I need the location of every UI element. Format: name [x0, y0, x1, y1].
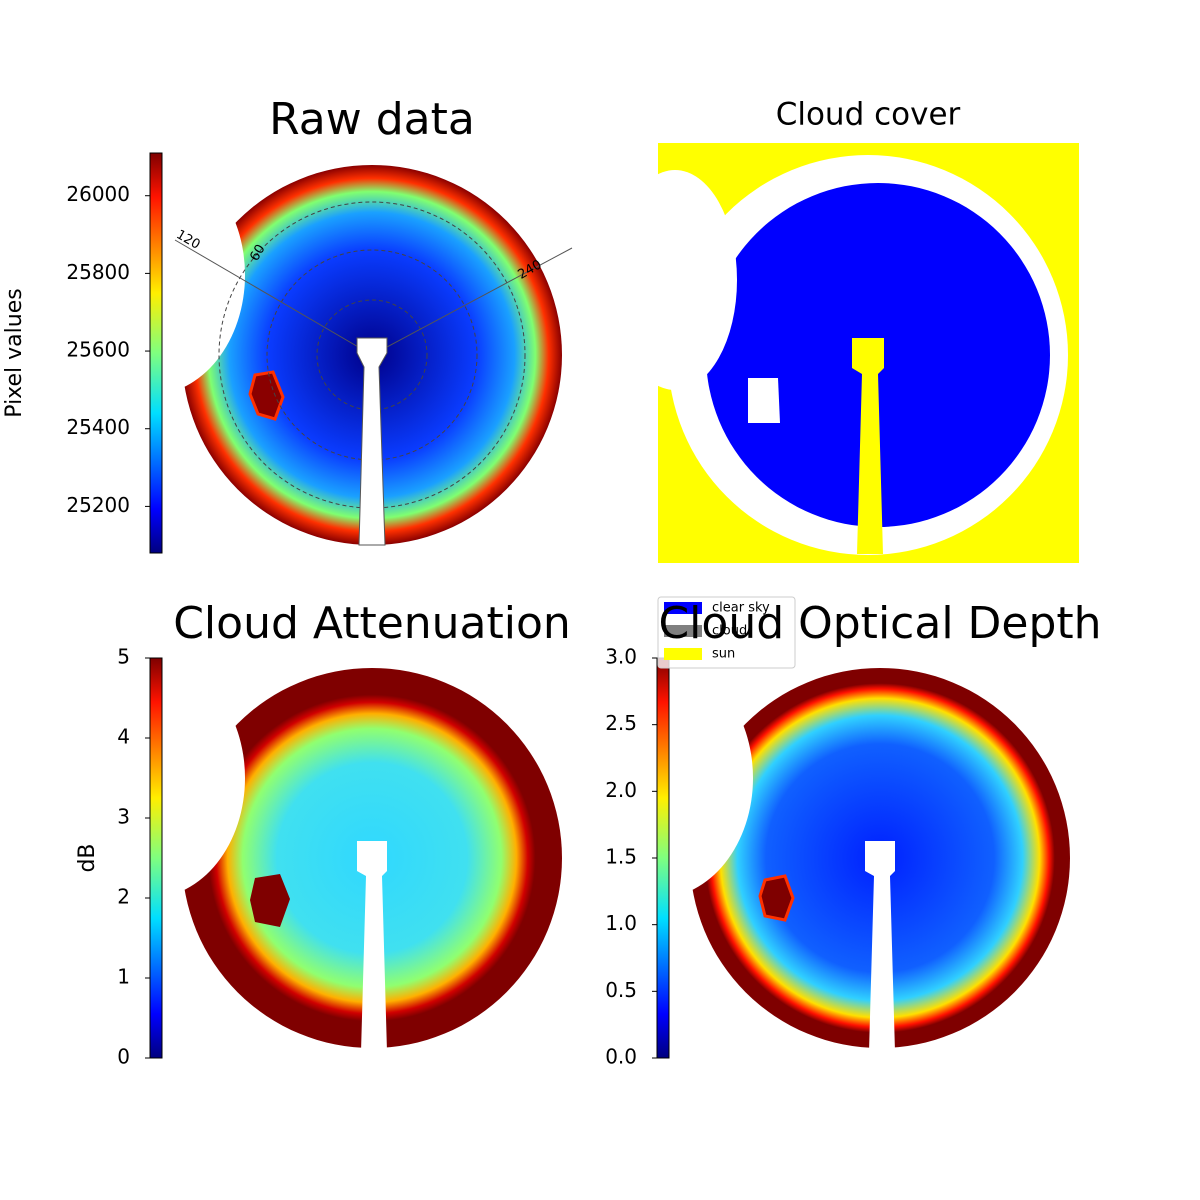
colorbar-tick-label: 1.0: [605, 911, 637, 935]
legend-swatch: [664, 648, 702, 660]
colorbar-tick-label: 2: [117, 885, 130, 909]
colorbar-tick-label: 26000: [66, 182, 130, 206]
colorbar-label: Pixel values: [2, 288, 27, 417]
legend-swatch: [664, 602, 702, 614]
colorbar-tick-label: 3: [117, 805, 130, 829]
colorbar-tick-label: 2.0: [605, 778, 637, 802]
colorbar: [656, 657, 670, 1059]
colorbar-tick-label: 1: [117, 965, 130, 989]
colorbar-tick-label: 25400: [66, 415, 130, 439]
colorbar-tick-label: 3.0: [605, 645, 637, 669]
legend-label: clear sky: [712, 601, 770, 616]
colorbar-label: dB: [75, 843, 100, 872]
legend: clear sky cloud sun: [657, 596, 796, 669]
cloud-cover-image: [613, 143, 1079, 563]
raw-image: [55, 155, 573, 546]
legend-label: cloud: [712, 624, 747, 639]
colorbar-tick-label: 2.5: [605, 711, 637, 735]
panel-title: Cloud cover: [776, 97, 961, 133]
colorbar-tick-label: 5: [117, 645, 130, 669]
legend-label: sun: [712, 647, 735, 662]
colorbar-tick-label: 4: [117, 725, 130, 749]
optical-depth-image: [563, 658, 1070, 1052]
colorbar-tick-label: 1.5: [605, 845, 637, 869]
panel-title: Cloud Attenuation: [173, 598, 571, 649]
attenuation-image: [55, 658, 562, 1052]
panel-title: Raw data: [269, 94, 475, 145]
panel-title: Cloud Optical Depth: [658, 598, 1101, 649]
colorbar-tick-label: 25200: [66, 493, 130, 517]
colorbar-tick-label: 25800: [66, 260, 130, 284]
colorbar-tick-label: 25600: [66, 338, 130, 362]
colorbar: [149, 657, 163, 1059]
colorbar: [149, 152, 163, 554]
colorbar-tick-label: 0.5: [605, 978, 637, 1002]
polar-label: 60: [247, 242, 268, 264]
legend-swatch: [664, 625, 702, 637]
colorbar-tick-label: 0: [117, 1045, 130, 1069]
colorbar-tick-label: 0.0: [605, 1045, 637, 1069]
